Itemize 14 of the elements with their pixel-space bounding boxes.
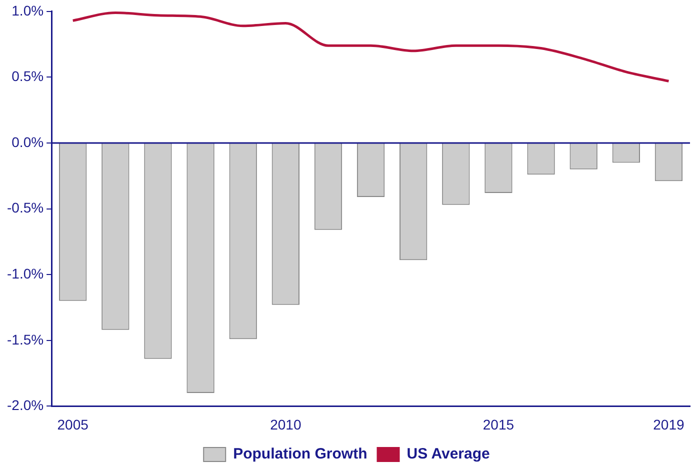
x-tick-label: 2005	[57, 416, 89, 432]
x-tick-label: 2010	[270, 416, 302, 432]
line-series	[72, 11, 670, 82]
y-tick-label: -1.5%	[6, 331, 44, 348]
y-tick-label: 0.5%	[12, 68, 44, 84]
legend-label: US Average	[406, 446, 490, 463]
x-tick-label: 2019	[653, 416, 684, 432]
x-tick-label: 2015	[482, 416, 514, 432]
y-tick-label: -2.0%	[6, 397, 44, 414]
y-tick-label: -0.5%	[6, 200, 44, 216]
legend-label: Population Growth	[233, 446, 368, 463]
y-tick-label: 0.0%	[12, 134, 44, 150]
y-tick-label: -1.0%	[6, 265, 44, 282]
y-tick-label: 1.0%	[12, 2, 44, 18]
